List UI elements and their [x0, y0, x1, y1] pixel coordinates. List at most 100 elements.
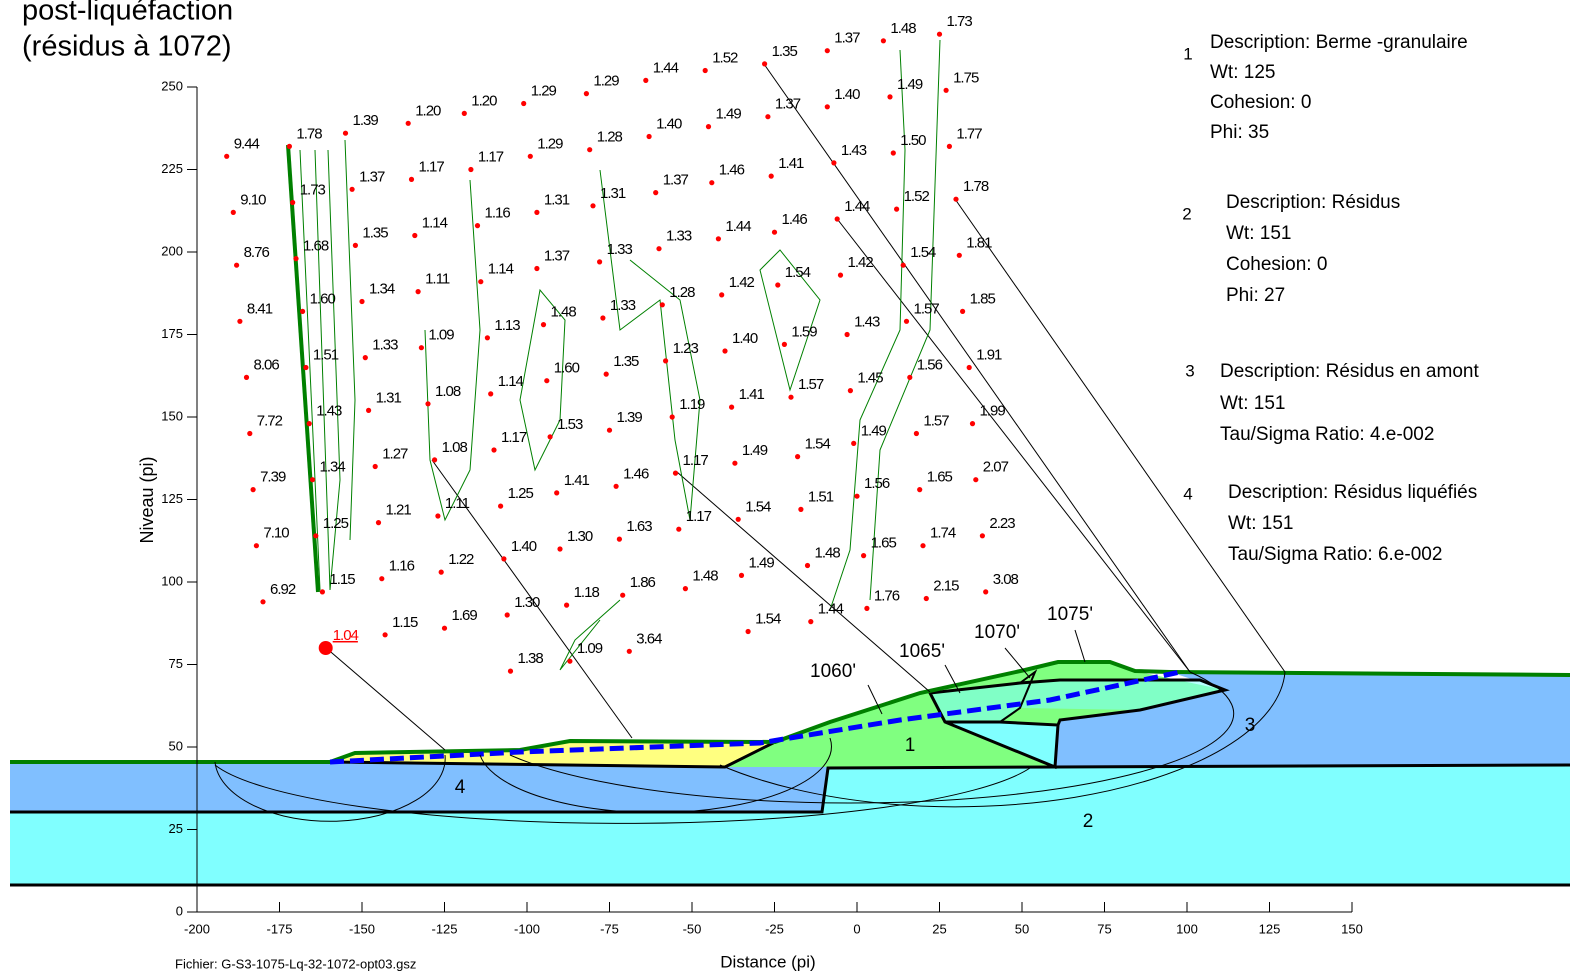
fs-label: 1.31 [600, 185, 626, 202]
grid-point [307, 421, 312, 426]
grid-point [729, 405, 734, 410]
material-line: Description: Résidus liquéfiés [1228, 482, 1477, 503]
fs-label: 1.22 [448, 551, 474, 568]
fs-label: 1.14 [422, 214, 448, 231]
fs-label: 1.57 [798, 376, 824, 393]
fs-label: 1.54 [745, 498, 771, 515]
material-number: 3 [1185, 361, 1194, 380]
grid-point [788, 395, 793, 400]
grid-point [831, 160, 836, 165]
grid-point [825, 48, 830, 53]
grid-point [772, 230, 777, 235]
fs-label: 1.57 [914, 300, 940, 317]
fs-label: 1.54 [785, 264, 811, 281]
fs-label: 1.56 [917, 356, 943, 373]
grid-point [376, 520, 381, 525]
grid-point [944, 88, 949, 93]
grid-point [937, 32, 942, 37]
region-4 [10, 762, 828, 812]
fs-label: 1.33 [666, 228, 692, 245]
fs-label: 1.44 [653, 59, 679, 76]
fs-label: 1.77 [956, 125, 982, 142]
fs-label: 1.41 [739, 386, 765, 403]
grid-point [435, 513, 440, 518]
grid-point [475, 223, 480, 228]
fs-label: 1.08 [435, 383, 461, 400]
grid-point [320, 589, 325, 594]
grid-point [970, 421, 975, 426]
x-tick-label: -100 [514, 921, 540, 936]
fs-label: 1.46 [719, 162, 745, 179]
material-line: Tau/Sigma Ratio: 6.e-002 [1228, 544, 1442, 565]
fs-label: 1.09 [577, 640, 603, 657]
grid-point [534, 210, 539, 215]
fs-label: 1.81 [966, 234, 992, 251]
grid-point [462, 111, 467, 116]
grid-point [808, 619, 813, 624]
grid-point [597, 259, 602, 264]
fs-label: 1.44 [725, 218, 751, 235]
grid-point [663, 358, 668, 363]
y-tick-label: 150 [161, 408, 183, 423]
footer: Fichier: G-S3-1075-Lq-32-1072-opt03.gsz [175, 956, 416, 971]
grid-point [290, 200, 295, 205]
fs-label: 1.73 [300, 181, 326, 198]
fs-label: 1.74 [930, 525, 956, 542]
fs-label: 7.39 [260, 469, 286, 486]
grid-point [548, 434, 553, 439]
grid-point [835, 216, 840, 221]
fs-label: 1.56 [864, 475, 890, 492]
fs-label: 1.23 [673, 340, 699, 357]
y-tick-label: 125 [161, 491, 183, 506]
material-line: Phi: 27 [1226, 285, 1285, 306]
grid-point [343, 131, 348, 136]
fs-label: 1.91 [976, 346, 1002, 363]
fs-label: 1.37 [359, 168, 385, 185]
grid-point [416, 289, 421, 294]
x-tick-label: -175 [266, 921, 292, 936]
fs-label: 1.35 [613, 353, 639, 370]
fs-label: 8.41 [247, 300, 273, 317]
grid-point [881, 38, 886, 43]
grid-point [468, 167, 473, 172]
material-number: 2 [1182, 204, 1191, 223]
fs-label: 1.40 [732, 330, 758, 347]
fs-label: 1.15 [392, 614, 418, 631]
y-tick-label: 25 [169, 821, 183, 836]
fs-label: 1.48 [815, 544, 841, 561]
material-line: Cohesion: 0 [1210, 92, 1311, 113]
x-tick-label: 125 [1259, 921, 1281, 936]
fs-label: 1.29 [593, 73, 619, 90]
grid-point [732, 461, 737, 466]
grid-point [439, 570, 444, 575]
fs-label: 1.17 [501, 429, 527, 446]
grid-point [864, 606, 869, 611]
grid-point [838, 273, 843, 278]
grid-point [604, 372, 609, 377]
x-tick-label: -150 [349, 921, 375, 936]
leader [1075, 630, 1085, 662]
fs-label: 1.60 [310, 290, 336, 307]
grid-point [508, 669, 513, 674]
grid-point [590, 203, 595, 208]
material-line: Description: Résidus [1226, 192, 1400, 213]
grid-point [782, 342, 787, 347]
y-axis-label: Niveau (pi) [137, 456, 157, 543]
grid-point [554, 490, 559, 495]
fs-label: 1.40 [511, 538, 537, 555]
fs-label: 1.16 [389, 558, 415, 575]
material-line: Wt: 151 [1226, 223, 1291, 244]
fs-label: 1.50 [900, 132, 926, 149]
fs-label: 9.44 [234, 135, 260, 152]
grid-point [501, 556, 506, 561]
material-line: Phi: 35 [1210, 122, 1269, 143]
fs-label: 1.49 [749, 554, 775, 571]
grid-point [920, 543, 925, 548]
fs-label: 1.45 [857, 370, 883, 387]
grid-point [260, 599, 265, 604]
x-tick-label: -200 [184, 921, 210, 936]
fs-label: 1.49 [742, 442, 768, 459]
grid-point [917, 487, 922, 492]
x-tick-label: -75 [600, 921, 619, 936]
grid-point [505, 612, 510, 617]
